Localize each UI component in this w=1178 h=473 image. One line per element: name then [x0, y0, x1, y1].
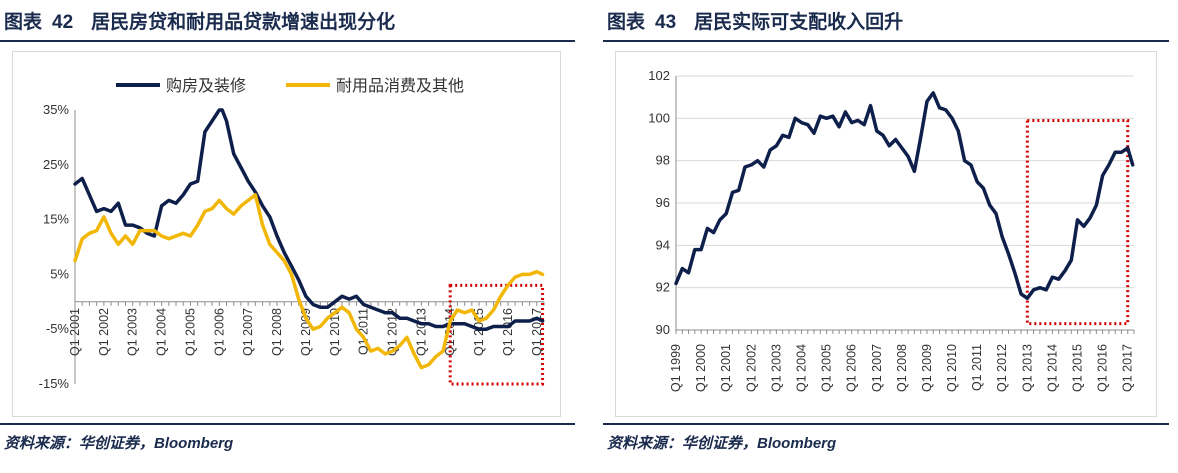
right-figure-title: 图表 43 居民实际可支配收入回升: [607, 7, 903, 34]
left-line-chart: -15% -5% 5% 15% 25% 35% Q1 2001 Q1 2002 Q1 2003 Q…: [39, 77, 545, 391]
right-y-tick-label: 90: [656, 322, 670, 337]
right-x-tick-label: Q1 2017: [1121, 344, 1135, 392]
left-x-tick-label: Q1 2008: [270, 308, 284, 356]
right-y-tick-label: 100: [648, 110, 670, 125]
left-y-tick-label: 5%: [50, 266, 69, 281]
left-x-tick-label: Q1 2007: [241, 308, 255, 356]
right-x-tick-label: Q1 2015: [1071, 344, 1085, 392]
right-line-chart: 90 92 94 96 98 100 102 Q1 1999 Q1 2000 Q1 2001 Q1 …: [648, 68, 1135, 392]
left-source-rule: [0, 423, 575, 425]
right-x-tick-label: Q1 2008: [895, 344, 909, 392]
right-y-tick-label: 98: [656, 153, 670, 168]
right-source-note: 资料来源：华创证券，Bloomberg: [607, 435, 837, 452]
right-x-tick-label: Q1 2001: [719, 344, 733, 392]
right-x-tick-label: Q1 2002: [744, 344, 758, 392]
left-figure-title: 图表 42 居民房贷和耐用品贷款增速出现分化: [4, 7, 395, 34]
left-figure-label: 图表: [4, 12, 43, 33]
left-legend-label: 购房及装修: [166, 77, 246, 95]
right-title-rule: [603, 40, 1169, 42]
left-y-tick-label: 25%: [43, 157, 69, 172]
left-source-note: 资料来源：华创证券，Bloomberg: [4, 435, 234, 452]
right-x-tick-label: Q1 2005: [820, 344, 834, 392]
right-chart-frame: 90 92 94 96 98 100 102 Q1 1999 Q1 2000 Q1 2001 Q1 …: [615, 51, 1157, 417]
right-x-tick-label: Q1 2009: [920, 344, 934, 392]
left-chart-title: 居民房贷和耐用品贷款增速出现分化: [91, 12, 396, 33]
left-legend-item-2: 耐用品消费及其他: [286, 77, 464, 95]
right-x-tick-label: Q1 2010: [945, 344, 959, 392]
right-y-tick-label: 102: [648, 68, 670, 83]
right-series-line-1: [674, 91, 1135, 301]
left-legend-label: 耐用品消费及其他: [336, 77, 464, 95]
right-x-tick-label: Q1 2004: [794, 344, 808, 392]
left-chart-frame: -15% -5% 5% 15% 25% 35% Q1 2001 Q1 2002 Q1 2003 Q…: [12, 51, 561, 417]
right-chart-title: 居民实际可支配收入回升: [694, 12, 904, 33]
right-x-tick-label: Q1 2000: [694, 344, 708, 392]
right-panel: 图表 43 居民实际可支配收入回升 90 92 94 96 98 100 102 Q1 1999 Q…: [603, 0, 1178, 473]
right-x-tick-label: Q1 2014: [1045, 344, 1059, 392]
right-x-tick-label: Q1 2011: [970, 344, 984, 391]
left-y-tick-label: -15%: [39, 376, 70, 391]
right-y-tick-label: 92: [656, 280, 670, 295]
left-legend-item-1: 购房及装修: [116, 77, 246, 95]
left-x-tick-label: Q1 2006: [212, 308, 226, 356]
left-x-tick-label: Q1 2012: [385, 308, 399, 356]
right-figure-number: 43: [655, 12, 677, 33]
right-x-tick-label: Q1 2012: [995, 344, 1009, 392]
left-x-tick-label: Q1 2001: [68, 308, 82, 356]
left-x-tick-label: Q1 2010: [328, 308, 342, 356]
left-series-line-2: [73, 193, 545, 370]
left-x-tick-label: Q1 2009: [299, 308, 313, 356]
right-x-tick-label: Q1 2007: [870, 344, 884, 392]
right-y-tick-label: 96: [656, 195, 670, 210]
right-x-tick-label: Q1 2016: [1096, 344, 1110, 392]
left-y-tick-label: -5%: [46, 321, 70, 336]
left-y-tick-label: 35%: [43, 102, 69, 117]
left-title-rule: [0, 40, 575, 42]
left-y-tick-label: 15%: [43, 212, 69, 227]
left-x-tick-label: Q1 2005: [183, 308, 197, 356]
left-x-tick-label: Q1 2013: [414, 308, 428, 356]
right-source-rule: [603, 423, 1169, 425]
right-figure-label: 图表: [607, 12, 646, 33]
right-x-tick-label: Q1 1999: [669, 344, 683, 392]
right-x-tick-label: Q1 2003: [769, 344, 783, 392]
left-figure-number: 42: [52, 12, 74, 33]
right-highlight-box: [1025, 118, 1130, 326]
left-x-tick-label: Q1 2003: [126, 308, 140, 356]
left-x-tick-label: Q1 2004: [155, 308, 169, 356]
left-panel: 图表 42 居民房贷和耐用品贷款增速出现分化 -15% -5% 5% 15% 25% 35% Q…: [0, 0, 575, 473]
right-x-tick-label: Q1 2013: [1020, 344, 1034, 392]
left-x-tick-label: Q1 2002: [97, 308, 111, 356]
right-y-tick-label: 94: [656, 237, 670, 252]
left-highlight-box: [448, 283, 545, 386]
left-x-tick-label: Q1 2016: [501, 308, 515, 356]
left-series-line-1: [73, 108, 545, 331]
right-x-tick-label: Q1 2006: [845, 344, 859, 392]
